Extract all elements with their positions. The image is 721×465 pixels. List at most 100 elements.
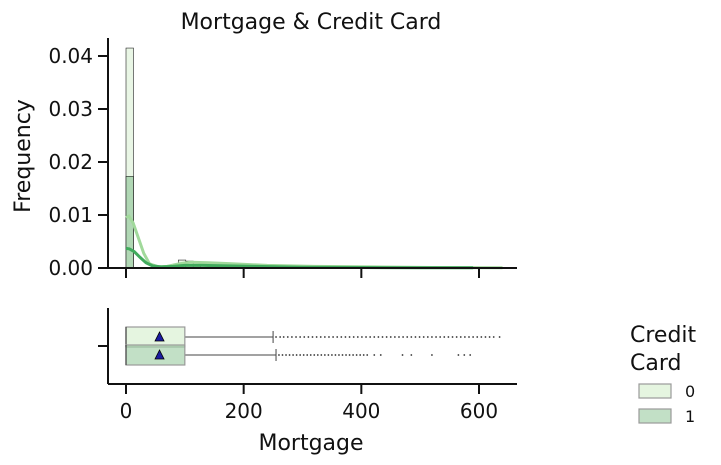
outlier-0-18	[348, 336, 351, 338]
x-tick-label-3: 600	[460, 399, 498, 423]
outlier-0-53	[492, 336, 495, 338]
outlier-1-22	[355, 354, 358, 356]
outlier-0-30	[398, 336, 400, 338]
outlier-0-20	[356, 336, 359, 338]
legend-label-1: 1	[685, 407, 695, 426]
outlier-0-39	[435, 336, 437, 338]
outlier-1-29	[410, 354, 413, 356]
outlier-0-42	[447, 336, 450, 338]
outlier-0-52	[488, 336, 491, 338]
box-0	[125, 326, 186, 348]
outlier-0-36	[422, 336, 425, 338]
outlier-1-20	[348, 354, 351, 356]
outlier-0-43	[451, 336, 454, 338]
chart-title: Mortgage & Credit Card	[181, 10, 442, 35]
outlier-0-17	[344, 336, 347, 338]
outlier-0-16	[340, 336, 343, 338]
outlier-0-34	[414, 336, 417, 338]
outlier-0-2	[282, 336, 285, 338]
outlier-0-35	[418, 336, 421, 338]
outlier-0-45	[459, 336, 462, 338]
x-tick-label-2: 400	[342, 399, 380, 423]
outlier-1-30	[431, 354, 433, 356]
y-axis-label: Frequency	[11, 99, 36, 213]
outlier-1-14	[327, 354, 330, 356]
outlier-1-5	[295, 354, 298, 356]
outlier-0-3	[286, 336, 289, 338]
boxplot-0	[125, 326, 501, 348]
outlier-0-4	[291, 336, 293, 338]
outlier-1-26	[373, 354, 376, 356]
outlier-1-17	[338, 354, 340, 356]
y-tick-label-1: 0.01	[48, 203, 93, 227]
outlier-0-47	[468, 336, 470, 338]
outlier-0-13	[328, 336, 330, 338]
outlier-0-41	[443, 336, 446, 338]
outlier-0-14	[332, 336, 334, 338]
outlier-1-12	[320, 354, 323, 356]
outlier-0-31	[402, 336, 405, 338]
outlier-0-48	[472, 336, 475, 338]
y-tick-label-0: 0.00	[48, 256, 93, 280]
outlier-1-28	[401, 354, 404, 356]
outlier-1-31	[457, 354, 460, 356]
outlier-0-27	[385, 336, 388, 338]
y-tick-label-2: 0.02	[48, 150, 93, 174]
outlier-0-19	[352, 336, 355, 338]
outlier-1-2	[285, 354, 287, 356]
outlier-0-37	[426, 336, 429, 338]
boxplot-panel: 0 200 400 600 Mortgage	[98, 308, 517, 456]
outlier-0-50	[480, 336, 483, 338]
outlier-0-10	[315, 336, 318, 338]
outlier-1-7	[302, 354, 305, 356]
mean-marker-1	[154, 349, 165, 360]
outlier-0-28	[389, 336, 392, 338]
outlier-0-40	[439, 336, 442, 338]
box-x-ticks: 0 200 400 600	[120, 384, 498, 423]
outlier-1-1	[281, 354, 284, 356]
outlier-1-9	[309, 354, 312, 356]
y-tick-label-3: 0.03	[48, 97, 93, 121]
outlier-1-21	[352, 354, 354, 356]
outlier-1-15	[331, 354, 333, 356]
outlier-1-19	[345, 354, 347, 356]
outlier-0-9	[311, 336, 314, 338]
outlier-0-49	[476, 336, 479, 338]
x-axis-label: Mortgage	[258, 431, 363, 456]
outlier-0-32	[406, 336, 409, 338]
outlier-1-33	[469, 354, 472, 356]
outlier-1-25	[366, 354, 369, 356]
outlier-0-24	[373, 336, 376, 338]
outlier-0-44	[455, 336, 458, 338]
outlier-0-7	[303, 336, 306, 338]
outlier-0-33	[410, 336, 413, 338]
hist-x-ticks	[125, 268, 480, 278]
legend-title-line-1: Credit	[630, 323, 697, 348]
legend-title-line-2: Card	[630, 351, 681, 376]
histogram-panel: 0.00 0.01 0.02 0.03 0.04 Frequency	[11, 38, 517, 280]
outlier-0-22	[365, 336, 367, 338]
boxplot-1	[125, 344, 472, 366]
outlier-1-8	[306, 354, 309, 356]
outlier-0-23	[369, 336, 372, 338]
outlier-0-54	[498, 336, 501, 338]
legend-label-0: 0	[685, 382, 695, 401]
legend-entries: 01	[638, 382, 695, 426]
mean-marker-0	[154, 331, 165, 342]
outlier-0-51	[484, 336, 487, 338]
outlier-1-16	[334, 354, 337, 356]
outlier-0-6	[299, 336, 302, 338]
box-1	[125, 344, 186, 366]
outlier-1-32	[463, 354, 466, 356]
x-tick-label-1: 200	[225, 399, 263, 423]
outlier-0-8	[307, 336, 310, 338]
outlier-0-38	[431, 336, 433, 338]
outlier-0-1	[279, 336, 282, 338]
outlier-1-27	[379, 354, 382, 356]
y-tick-label-4: 0.04	[48, 44, 93, 68]
outlier-0-11	[319, 336, 322, 338]
outlier-0-21	[361, 336, 363, 338]
outlier-1-18	[341, 354, 344, 356]
hist-y-ticks: 0.00 0.01 0.02 0.03 0.04	[48, 44, 108, 280]
